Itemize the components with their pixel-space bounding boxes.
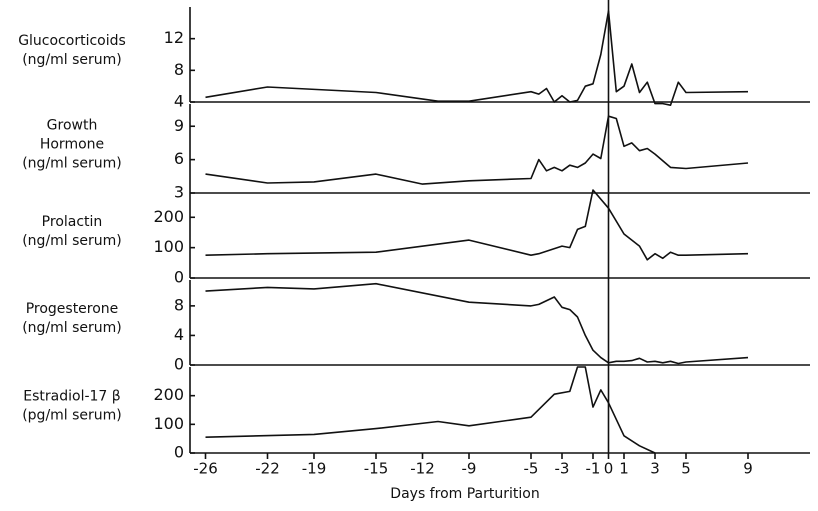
y-axis-label: Growth (47, 118, 98, 134)
y-axis-label: Estradiol-17 β (23, 389, 120, 405)
y-tick-label: 8 (174, 60, 184, 79)
x-tick-label: -3 (555, 460, 570, 478)
y-axis-label: Hormone (40, 137, 104, 153)
x-tick-label: -12 (410, 460, 435, 478)
y-tick-label: 0 (174, 443, 184, 462)
y-axis-label: (ng/ml serum) (22, 156, 122, 172)
y-axis-label: (ng/ml serum) (22, 233, 122, 249)
series-line (205, 366, 656, 454)
x-tick-label: 3 (650, 460, 660, 478)
x-tick-label: -9 (462, 460, 477, 478)
x-tick-label: -15 (364, 460, 389, 478)
y-tick-label: 100 (153, 414, 184, 433)
y-tick-label: 8 (174, 295, 184, 314)
x-tick-label: 0 (604, 460, 614, 478)
x-axis-label: Days from Parturition (390, 486, 539, 502)
series-line (205, 189, 749, 261)
y-tick-label: 9 (174, 116, 184, 135)
x-tick-label: -22 (255, 460, 280, 478)
y-axis-label: (pg/ml serum) (22, 408, 122, 424)
x-tick-label: -26 (193, 460, 218, 478)
y-tick-label: 0 (174, 268, 184, 287)
y-tick-label: 3 (174, 183, 184, 202)
x-tick-label: -1 (586, 460, 601, 478)
y-axis-label: (ng/ml serum) (22, 52, 122, 68)
y-tick-label: 12 (164, 28, 184, 47)
series-line (205, 10, 749, 106)
x-tick-label: -19 (302, 460, 327, 478)
x-tick-label: 5 (681, 460, 691, 478)
y-tick-label: 6 (174, 149, 184, 168)
x-tick-label: -5 (524, 460, 539, 478)
series-line (205, 115, 749, 185)
y-tick-label: 200 (153, 385, 184, 404)
y-axis-label: Glucocorticoids (18, 33, 126, 49)
x-tick-label: 1 (619, 460, 629, 478)
y-tick-label: 100 (153, 237, 184, 256)
y-tick-label: 200 (153, 207, 184, 226)
y-axis-label: Prolactin (42, 214, 103, 230)
series-line (205, 282, 749, 365)
y-axis-label: Progesterone (26, 301, 119, 317)
y-tick-label: 4 (174, 92, 184, 111)
y-axis-label: (ng/ml serum) (22, 320, 122, 336)
x-tick-label: 9 (743, 460, 753, 478)
y-tick-label: 0 (174, 355, 184, 374)
y-tick-label: 4 (174, 325, 184, 344)
